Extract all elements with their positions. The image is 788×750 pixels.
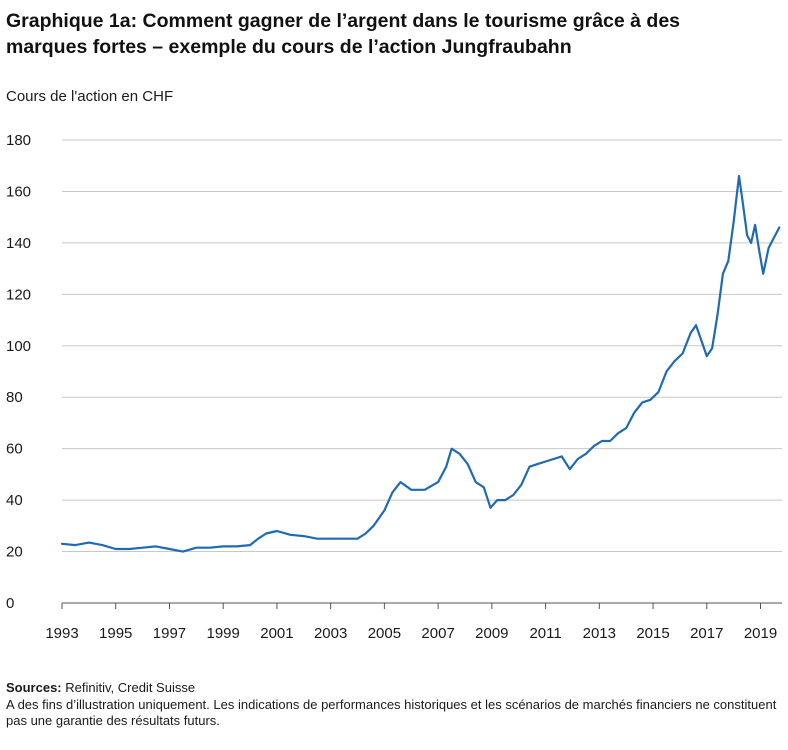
y-tick-label: 40 [6, 492, 23, 509]
chart-title: Graphique 1a: Comment gagner de l’argent… [6, 8, 782, 60]
y-axis-label: Cours de l'action en CHF [6, 88, 174, 105]
x-tick-label: 1997 [153, 625, 186, 642]
chart-title-line-2: marques fortes – exemple du cours de l’a… [6, 36, 572, 58]
x-tick-label: 1999 [207, 625, 240, 642]
price-series-line [60, 174, 781, 553]
chart-footer: Sources: Refinitiv, Credit Suisse A des … [6, 680, 782, 730]
y-tick-label: 80 [6, 389, 23, 406]
y-tick-label: 20 [6, 544, 23, 561]
y-tick-label: 180 [6, 132, 31, 149]
x-tick-label: 2015 [636, 625, 669, 642]
x-tick-label: 2011 [529, 625, 561, 642]
disclaimer-text: A des fins d’illustration uniquement. Le… [6, 696, 777, 729]
y-tick-label: 60 [6, 441, 23, 458]
x-tick-label: 2019 [744, 625, 777, 642]
x-tick-label: 2005 [368, 625, 401, 642]
y-tick-label: 100 [6, 338, 31, 355]
x-tick-label: 2001 [260, 625, 293, 642]
x-tick-label: 2013 [583, 625, 616, 642]
chart-title-line-1: Graphique 1a: Comment gagner de l’argent… [6, 10, 681, 32]
y-tick-label: 140 [6, 235, 31, 252]
y-tick-label: 160 [6, 183, 31, 200]
x-tick-label: 2007 [421, 625, 454, 642]
x-tick-label: 1993 [45, 625, 78, 642]
y-tick-label: 120 [6, 286, 31, 303]
x-tick-label: 2009 [475, 625, 508, 642]
sources-label: Sources: [6, 680, 62, 695]
sources-text: Refinitiv, Credit Suisse [61, 680, 196, 695]
x-tick-label: 1995 [99, 625, 132, 642]
x-tick-label: 2003 [314, 625, 347, 642]
price-line-chart: 0 20 40 60 80 100 120 140 160 180 1993 1995 1997 1999… [6, 132, 782, 642]
y-tick-label: 0 [6, 595, 14, 612]
x-tick-label: 2017 [690, 625, 723, 642]
sources-line: Sources: Refinitiv, Credit Suisse [6, 680, 782, 697]
